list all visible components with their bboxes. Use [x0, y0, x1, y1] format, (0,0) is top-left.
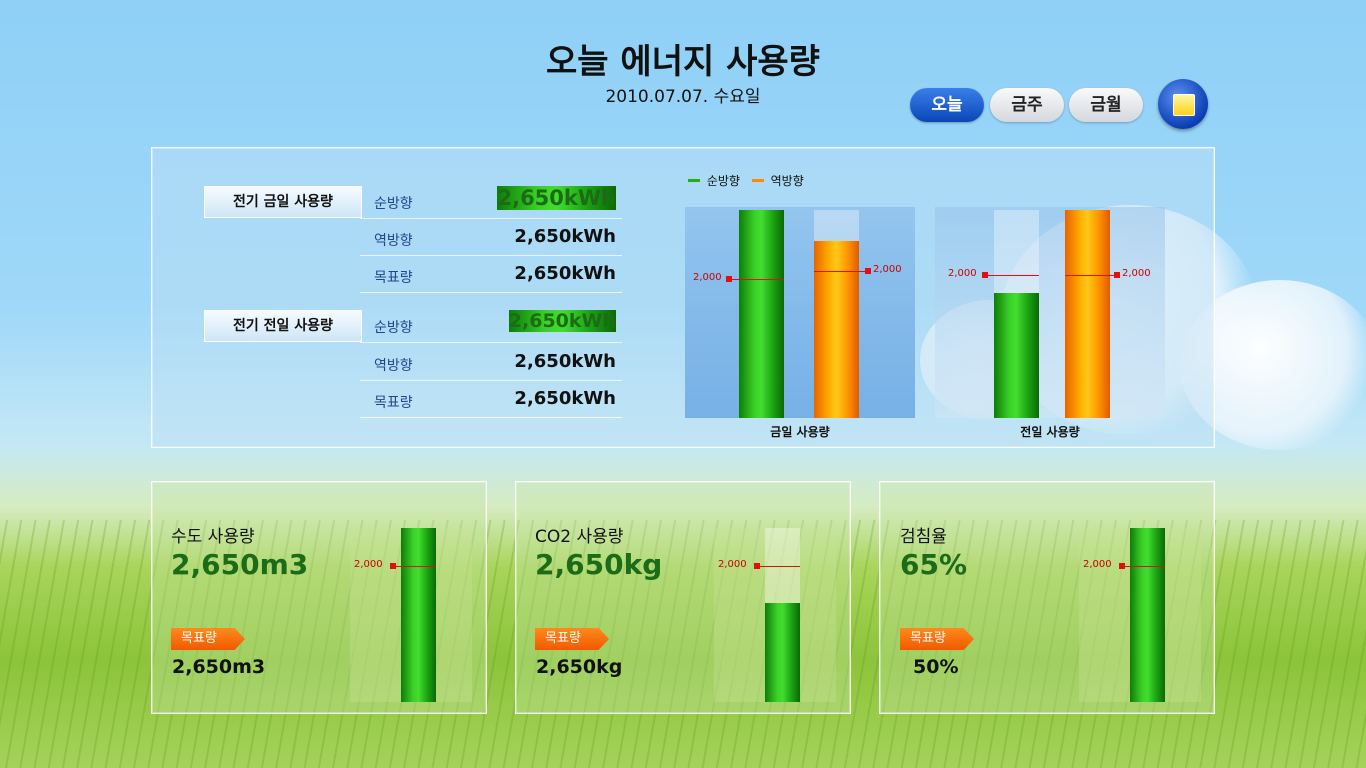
meter-target-tag: 목표량 — [900, 628, 974, 650]
cloud-decoration — [1180, 280, 1366, 450]
today-forward-bar — [739, 210, 784, 418]
meter-title: 검침율 — [900, 527, 947, 547]
today-reverse-row: 역방향 2,650kWh — [360, 219, 622, 256]
yesterday-reverse-row: 역방향 2,650kWh — [360, 344, 622, 381]
today-target-label: 2,000 — [693, 272, 722, 283]
water-bar — [401, 528, 436, 702]
water-target-value: 2,650m3 — [172, 656, 266, 678]
today-reverse-target-line — [814, 271, 868, 272]
yesterday-chart: 2,000 2,000 — [935, 207, 1165, 418]
page-date: 2010.07.07. 수요일 — [605, 87, 761, 107]
co2-target-label: 2,000 — [718, 559, 747, 570]
co2-bar — [765, 603, 800, 702]
row-value: 2,650kWh — [514, 351, 616, 372]
water-target-tag: 목표량 — [171, 628, 245, 650]
yesterday-chart-caption: 전일 사용량 — [1020, 425, 1080, 439]
legend-reverse-swatch — [751, 179, 764, 182]
tab-today[interactable]: 오늘 — [910, 88, 984, 122]
row-value: 2,650kWh — [514, 263, 616, 284]
tab-this-month[interactable]: 금월 — [1069, 88, 1143, 122]
water-target-label: 2,000 — [354, 559, 383, 570]
meter-bar — [1130, 528, 1165, 702]
today-chart-caption: 금일 사용량 — [770, 425, 830, 439]
water-target-line — [393, 566, 436, 567]
co2-target-marker — [754, 563, 760, 569]
today-target-marker — [726, 276, 732, 282]
stop-icon — [1173, 94, 1195, 116]
row-key: 순방향 — [374, 196, 413, 212]
yesterday-reverse-target-line — [1065, 275, 1117, 276]
row-key: 순방향 — [374, 320, 413, 336]
co2-value: 2,650kg — [535, 548, 663, 581]
meter-chart: 2,000 — [1079, 528, 1201, 702]
row-value: 2,650kWh — [508, 310, 616, 332]
meter-target-label: 2,000 — [1083, 559, 1112, 570]
water-value: 2,650m3 — [171, 548, 309, 581]
meter-target-value: 50% — [913, 656, 959, 678]
legend-forward-label: 순방향 — [706, 174, 740, 188]
today-forward-row: 순방향 2,650kWh — [360, 182, 622, 219]
legend-forward-swatch — [688, 179, 700, 182]
meter-target-line — [1122, 566, 1165, 567]
row-value: 2,650kWh — [497, 186, 616, 210]
co2-chart: 2,000 — [714, 528, 836, 702]
row-key: 역방향 — [374, 358, 413, 374]
yesterday-reverse-target-label: 2,000 — [1122, 268, 1151, 279]
electric-yesterday-label: 전기 전일 사용량 — [204, 310, 362, 342]
tab-this-week[interactable]: 금주 — [990, 88, 1064, 122]
row-value: 2,650kWh — [514, 226, 616, 247]
chart-legend: 순방향 역방향 — [688, 172, 804, 189]
meter-value: 65% — [900, 548, 968, 581]
co2-target-value: 2,650kg — [536, 656, 623, 678]
yesterday-target-line — [985, 275, 1039, 276]
row-key: 목표량 — [374, 270, 413, 286]
today-reverse-target-marker — [865, 268, 871, 274]
co2-target-tag: 목표량 — [535, 628, 609, 650]
meter-target-marker — [1119, 563, 1125, 569]
row-key: 역방향 — [374, 233, 413, 249]
today-reverse-bar — [814, 241, 859, 418]
co2-title: CO2 사용량 — [535, 527, 624, 547]
water-title: 수도 사용량 — [171, 527, 255, 547]
yesterday-target-label: 2,000 — [948, 268, 977, 279]
water-chart: 2,000 — [350, 528, 472, 702]
yesterday-reverse-bar — [1065, 210, 1110, 418]
stop-button[interactable] — [1158, 79, 1208, 129]
page-title: 오늘 에너지 사용량 — [546, 42, 820, 82]
yesterday-forward-row: 순방향 2,650kWh — [360, 306, 622, 343]
co2-target-line — [757, 566, 800, 567]
electric-today-label: 전기 금일 사용량 — [204, 186, 362, 218]
today-target-row: 목표량 2,650kWh — [360, 256, 622, 293]
yesterday-forward-bar — [994, 293, 1039, 418]
row-value: 2,650kWh — [514, 388, 616, 409]
water-target-marker — [390, 563, 396, 569]
legend-reverse-label: 역방향 — [770, 174, 804, 188]
row-key: 목표량 — [374, 395, 413, 411]
yesterday-reverse-target-marker — [1114, 272, 1120, 278]
today-reverse-target-label: 2,000 — [873, 264, 902, 275]
today-target-line — [729, 279, 784, 280]
yesterday-target-row: 목표량 2,650kWh — [360, 381, 622, 418]
today-chart: 2,000 2,000 — [685, 207, 915, 418]
yesterday-target-marker — [982, 272, 988, 278]
